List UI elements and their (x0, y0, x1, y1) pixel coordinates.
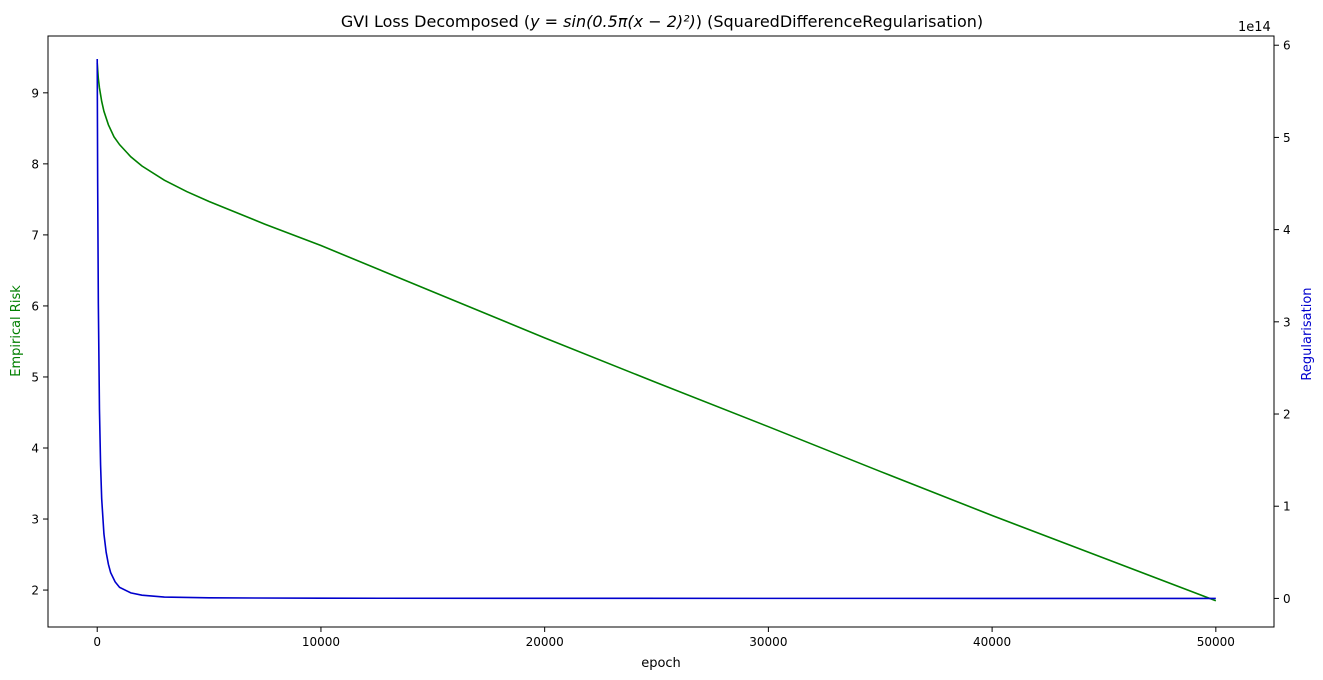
y-right-tick-label: 1 (1283, 500, 1291, 514)
right-axis-offset-label: 1e14 (1238, 20, 1271, 35)
y-right-tick-label: 6 (1283, 39, 1291, 53)
y-right-tick-label: 2 (1283, 408, 1291, 422)
y-right-tick-label: 3 (1283, 315, 1291, 329)
y-axis-left: 2 3 4 5 6 7 8 9 (31, 86, 48, 598)
y-right-tick-label: 0 (1283, 592, 1291, 606)
y-left-tick-label: 9 (31, 86, 39, 100)
x-tick-label: 10000 (302, 635, 340, 649)
x-tick-label: 0 (93, 635, 101, 649)
series-line-regularisation (96, 59, 1216, 600)
y-left-tick-label: 6 (31, 299, 39, 313)
y-left-tick-label: 7 (31, 228, 39, 242)
x-tick-label: 20000 (526, 635, 564, 649)
x-tick-label: 30000 (749, 635, 787, 649)
x-axis-label: epoch (641, 656, 681, 671)
series-line-empirical-risk (96, 62, 1217, 602)
y-axis-left-label: Empirical Risk (9, 285, 24, 377)
y-left-tick-label: 2 (31, 584, 39, 598)
y-right-tick-label: 4 (1283, 223, 1291, 237)
x-axis: 0 10000 20000 30000 40000 50000 (93, 627, 1235, 649)
y-right-tick-label: 5 (1283, 131, 1291, 145)
y-left-tick-label: 8 (31, 157, 39, 171)
y-axis-right: 0 1 2 3 4 5 6 (1274, 39, 1291, 606)
plot-lines (96, 59, 1217, 602)
plot-frame (47, 35, 1275, 628)
x-tick-label: 40000 (973, 635, 1011, 649)
y-left-tick-label: 4 (31, 441, 39, 455)
y-left-tick-label: 5 (31, 370, 39, 384)
x-tick-label: 50000 (1197, 635, 1235, 649)
y-axis-right-label: Regularisation (1300, 287, 1315, 380)
y-left-tick-label: 3 (31, 513, 39, 527)
chart-title-math: y = sin(0.5π(x − 2)²) (529, 12, 696, 31)
chart-title: GVI Loss Decomposed (y = sin(0.5π(x − 2)… (341, 12, 983, 31)
